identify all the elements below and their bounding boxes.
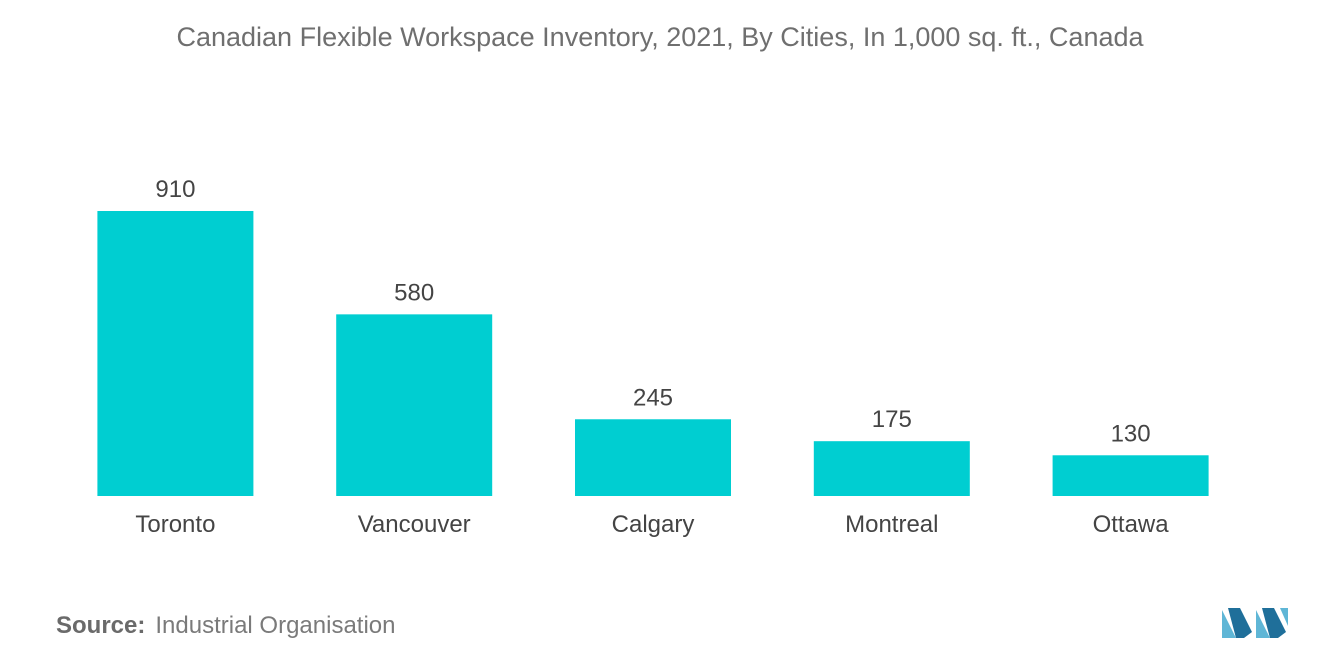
- chart-title: Canadian Flexible Workspace Inventory, 2…: [176, 22, 1144, 52]
- x-tick-label-calgary: Calgary: [612, 511, 695, 538]
- x-tick-label-toronto: Toronto: [135, 511, 215, 538]
- mordor-intelligence-logo-icon: [1222, 608, 1288, 638]
- data-label-vancouver: 580: [394, 279, 434, 306]
- x-tick-label-vancouver: Vancouver: [358, 511, 471, 538]
- data-label-montreal: 175: [872, 406, 912, 433]
- x-tick-label-montreal: Montreal: [845, 511, 938, 538]
- bar-chart: 910 Toronto 580 Vancouver 245 Calgary 175 Montr…: [97, 176, 1209, 538]
- source-label: Source:: [56, 612, 146, 639]
- source-text: Industrial Organisation: [155, 612, 396, 639]
- source-note: Source: Industrial Organisation: [56, 612, 396, 640]
- bar-ottawa: [1052, 455, 1209, 496]
- bar-montreal: [813, 441, 970, 496]
- data-label-ottawa: 130: [1111, 420, 1151, 447]
- data-label-calgary: 245: [633, 384, 673, 411]
- data-label-toronto: 910: [155, 176, 195, 203]
- bar-vancouver: [336, 314, 493, 496]
- bar-toronto: [97, 211, 254, 496]
- bar-calgary: [575, 419, 731, 496]
- x-tick-label-ottawa: Ottawa: [1093, 511, 1170, 538]
